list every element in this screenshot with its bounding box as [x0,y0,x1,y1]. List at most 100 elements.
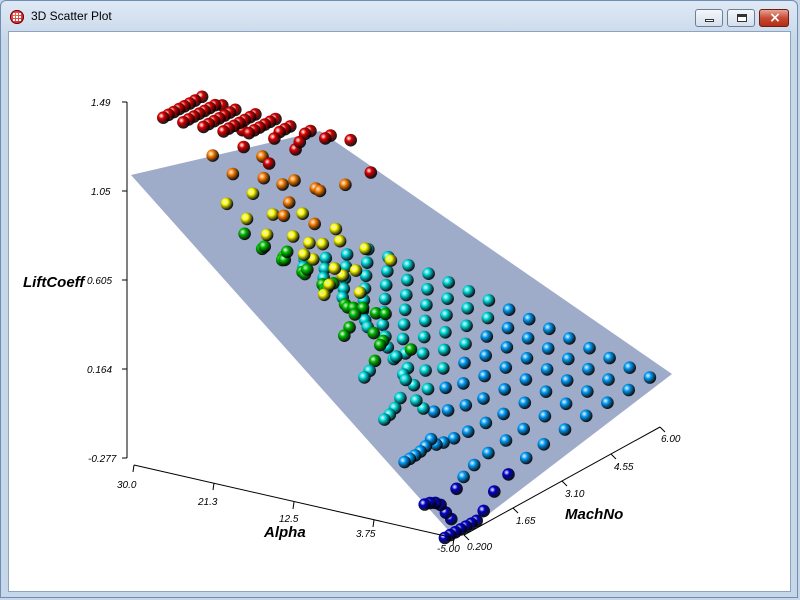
scatter-point [237,140,250,154]
scatter-point [467,458,481,472]
maximize-button[interactable] [727,9,755,27]
scatter-point [401,273,414,287]
scatter-point [381,265,394,278]
scatter-point [450,482,463,496]
scatter-point [418,498,432,511]
scatter-point [360,256,374,269]
scatter-point [522,312,536,326]
scatter-point [260,228,274,242]
scatter-point [394,391,407,405]
scatter-point [479,416,493,430]
scatter-point [329,222,343,236]
scatter-point [280,245,294,259]
scatter-point [399,373,413,387]
scatter-point [316,237,330,251]
scatter-point [419,314,432,328]
scatter-point [499,361,513,374]
close-icon: × [769,10,781,26]
scatter-point [313,184,327,198]
scatter-point [497,407,510,421]
y-tick-label: 3.10 [565,489,585,500]
scatter-point [379,307,392,321]
scatter-point [301,263,314,276]
scatter-point [457,470,470,484]
window-title: 3D Scatter Plot [31,9,112,23]
scatter-point [344,133,358,147]
scatter-point [543,322,556,336]
scatter-point [478,369,491,383]
scatter-point [537,438,551,451]
scatter-point [457,377,470,390]
y-tick-label: 6.00 [661,434,681,445]
scatter-point [540,363,554,376]
scatter-point [397,318,411,331]
scatter-point [482,446,495,460]
scatter-point [293,135,307,149]
scatter-point [477,504,491,518]
scatter-point [266,208,280,221]
y-axis-title: MachNo [565,506,623,523]
scatter-point [246,187,260,200]
scatter-point [240,212,254,226]
scatter-point [583,341,596,355]
z-tick-label: 0.605 [87,276,112,287]
scatter-point [197,120,210,134]
scatter-point [488,485,501,498]
scatter-point [268,132,281,145]
z-tick-label: 1.49 [91,98,111,109]
scatter-point [441,292,454,306]
scatter-point [359,242,372,256]
x-tick-label: 21.3 [197,497,218,508]
scatter-point [177,116,190,129]
app-grid-icon[interactable] [10,10,24,24]
scatter-point [206,149,219,162]
scatter-point [238,227,251,241]
scatter-point [378,292,392,306]
scatter-point [226,167,240,181]
scatter-point [398,303,412,317]
scatter-point [417,330,431,344]
minimize-button[interactable] [695,9,723,27]
scatter-point [308,217,322,231]
minimize-icon [705,19,714,22]
scatter-point [297,248,311,261]
x-tick-label: -5.00 [437,544,460,555]
scatter-point [500,341,514,354]
scatter-point [461,425,475,439]
x-tick-label: 3.75 [356,529,376,540]
scatter-point [562,352,575,366]
close-button[interactable]: × [759,9,789,27]
scatter-point [517,422,530,436]
scatter-point [359,269,373,283]
scatter-point [328,262,342,275]
scatter-point [559,397,573,411]
z-tick-label: 0.164 [87,365,112,376]
scatter-point [437,362,450,375]
scatter-point [319,251,333,265]
scatter-point [262,157,276,170]
scatter-point [368,354,382,368]
scatter-point [462,285,476,298]
scatter-point [404,343,418,356]
scatter-point [338,329,351,343]
scatter-point [319,132,332,145]
title-bar[interactable]: 3D Scatter Plot × [1,1,797,31]
x-tick-label: 30.0 [117,480,137,491]
scatter-point [643,371,657,384]
scatter-point [288,174,301,187]
scatter-point [242,126,256,140]
scatter-3d-chart[interactable]: 1.49 1.05 0.605 0.164 -0.277 LiftCoeff 3… [9,32,790,591]
scatter-point [367,326,381,340]
plot-area[interactable]: 1.49 1.05 0.605 0.164 -0.277 LiftCoeff 3… [8,31,791,592]
scatter-point [459,337,472,351]
scatter-point [602,373,615,386]
scatter-point [558,423,572,436]
scatter-point [458,356,471,370]
scatter-point [378,413,391,426]
maximize-icon [737,14,747,22]
scatter-point [623,361,636,375]
scatter-point [563,332,576,345]
scatter-point [477,392,490,405]
scatter-point [421,382,435,396]
